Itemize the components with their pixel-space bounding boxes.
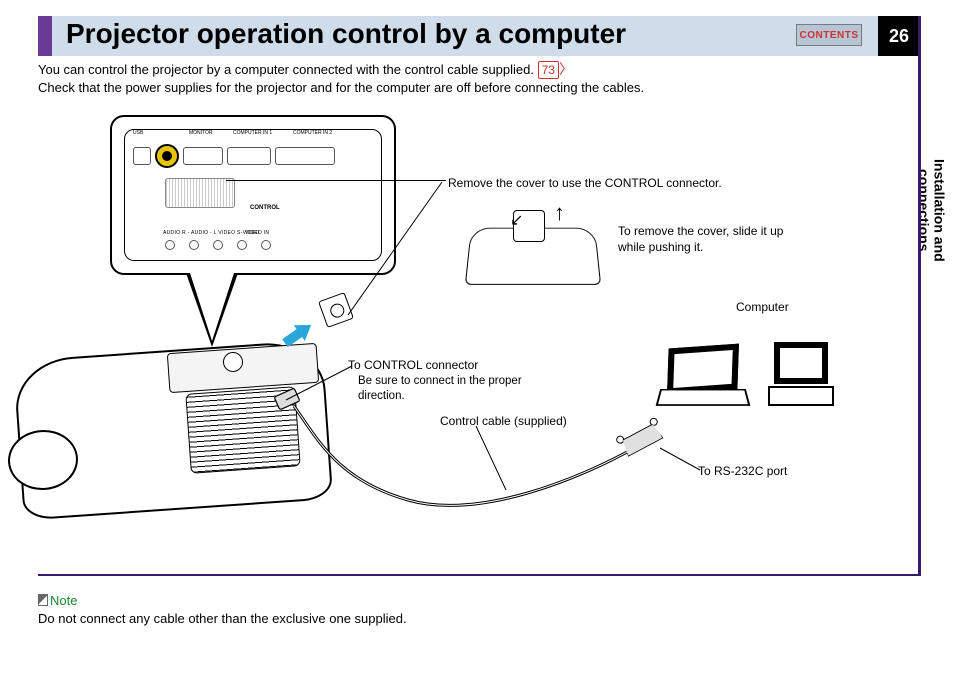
- reference-arrow-icon: 〉: [559, 61, 573, 77]
- audio-video-labels: AUDIO R - AUDIO - L VIDEO S-VIDEO: [163, 230, 260, 236]
- computer-label: Computer: [736, 300, 789, 316]
- leader-line-control: [226, 180, 446, 181]
- page-title: Projector operation control by a compute…: [66, 18, 626, 50]
- note-text: Do not connect any cable other than the …: [38, 611, 407, 626]
- contents-button[interactable]: CONTENTS: [796, 24, 862, 46]
- note-section: Note Do not connect any cable other than…: [38, 592, 407, 628]
- title-bar-accent: [38, 16, 52, 56]
- push-arrow-icon: ↙: [510, 210, 523, 230]
- computer-in1-port-icon: [227, 147, 271, 165]
- desktop-monitor-icon: [768, 342, 834, 412]
- audio-in-jack-icon: [165, 240, 175, 250]
- monitor-base-icon: [768, 386, 834, 406]
- intro-text: You can control the projector by a compu…: [38, 60, 858, 97]
- connector-panel-inner: USB MONITOR COMPUTER IN 1 COMPUTER IN 2 …: [124, 129, 382, 261]
- monitor-port-icon: [183, 147, 223, 165]
- monitor-screen-icon: [774, 342, 828, 384]
- audio-l-jack-icon: [213, 240, 223, 250]
- computer-in2-port-icon: [275, 147, 335, 165]
- projector-vent-icon: [185, 386, 300, 473]
- to-rs232c-label: To RS-232C port: [698, 464, 787, 480]
- usb-port-icon: [133, 147, 151, 165]
- page-number: 26: [878, 16, 920, 56]
- laptop-screen-icon: [667, 344, 739, 395]
- audio-r-jack-icon: [189, 240, 199, 250]
- note-icon: [38, 594, 48, 606]
- control-cable-label: Control cable (supplied): [440, 414, 567, 430]
- intro-line2: Check that the power supplies for the pr…: [38, 80, 644, 95]
- computer-in1-label: COMPUTER IN 1: [233, 130, 272, 136]
- laptop-base-icon: [656, 389, 751, 406]
- note-label: Note: [50, 593, 77, 608]
- video-jack-icon: [237, 240, 247, 250]
- monitor-label: MONITOR: [189, 130, 213, 136]
- audio-video-ports: [165, 240, 271, 250]
- port-row: [133, 140, 373, 172]
- be-sure-label: Be sure to connect in the proper directi…: [358, 374, 558, 404]
- to-remove-label: To remove the cover, slide it up while p…: [618, 224, 798, 255]
- cover-removal-diagram: ↑ ↙: [468, 200, 608, 290]
- laptop-icon: [658, 346, 748, 410]
- diagram-area: USB MONITOR COMPUTER IN 1 COMPUTER IN 2 …: [38, 100, 888, 560]
- slide-up-arrow-icon: ↑: [554, 200, 565, 226]
- rs232-body-icon: [620, 422, 664, 457]
- control-port-icon: [155, 144, 179, 168]
- remove-cover-label: Remove the cover to use the CONTROL conn…: [448, 176, 722, 192]
- control-label: CONTROL: [250, 205, 280, 211]
- svideo-jack-icon: [261, 240, 271, 250]
- connector-panel-callout: USB MONITOR COMPUTER IN 1 COMPUTER IN 2 …: [110, 115, 396, 275]
- intro-line1: You can control the projector by a compu…: [38, 62, 538, 77]
- bottom-border: [38, 574, 920, 576]
- to-control-label: To CONTROL connector: [348, 358, 478, 374]
- usb-label: USB: [133, 130, 143, 136]
- computer-in2-label: COMPUTER IN 2: [293, 130, 332, 136]
- rs232-connector-icon: [620, 422, 668, 466]
- right-border: [918, 16, 921, 576]
- speaker-grille-icon: [165, 178, 235, 208]
- page-reference-link[interactable]: 73: [538, 61, 559, 79]
